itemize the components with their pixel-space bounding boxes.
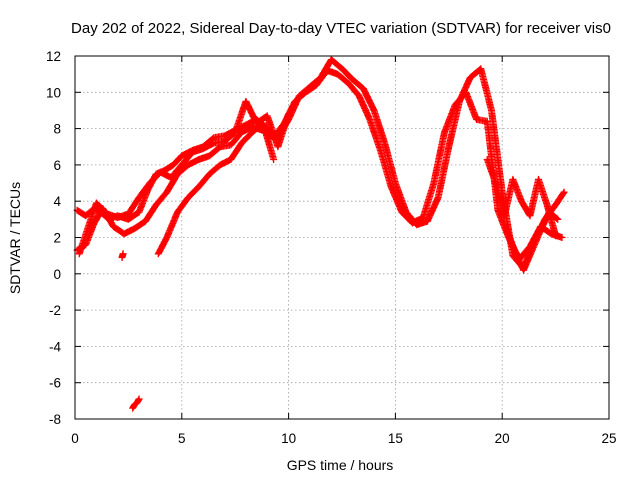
y-tick-label: -6 [49, 376, 61, 391]
grid [75, 56, 609, 419]
chart-title: Day 202 of 2022, Sidereal Day-to-day VTE… [71, 20, 611, 37]
y-tick-label: 10 [46, 85, 61, 100]
x-tick-labels: 0 5 10 15 20 25 [71, 431, 616, 446]
y-tick-label: 2 [53, 231, 61, 246]
x-axis-label: GPS time / hours [287, 457, 394, 473]
y-tick-label: 8 [53, 122, 61, 137]
y-axis-label: SDTVAR / TECUs [7, 182, 23, 294]
series-outlier-1 [129, 395, 143, 412]
x-tick-label: 0 [71, 431, 79, 446]
x-tick-label: 25 [601, 431, 616, 446]
y-tick-label: -8 [49, 412, 61, 427]
y-tick-labels: -8 -6 -4 -2 0 2 4 6 8 10 12 [46, 49, 62, 427]
series-track-6 [503, 208, 562, 274]
series-track-3 [75, 97, 293, 258]
axis-ticks [74, 55, 610, 420]
series-outlier-2 [118, 250, 127, 261]
data-series [73, 56, 568, 412]
y-tick-label: 12 [46, 49, 61, 64]
y-tick-label: 4 [53, 194, 61, 209]
x-tick-label: 5 [178, 431, 186, 446]
y-tick-label: 6 [53, 158, 61, 173]
y-tick-label: -4 [49, 339, 61, 354]
y-tick-label: -2 [49, 303, 61, 318]
x-tick-label: 20 [495, 431, 510, 446]
y-tick-label: 0 [53, 267, 61, 282]
x-tick-label: 15 [388, 431, 403, 446]
series-track-4 [154, 119, 278, 258]
x-tick-label: 10 [281, 431, 296, 446]
